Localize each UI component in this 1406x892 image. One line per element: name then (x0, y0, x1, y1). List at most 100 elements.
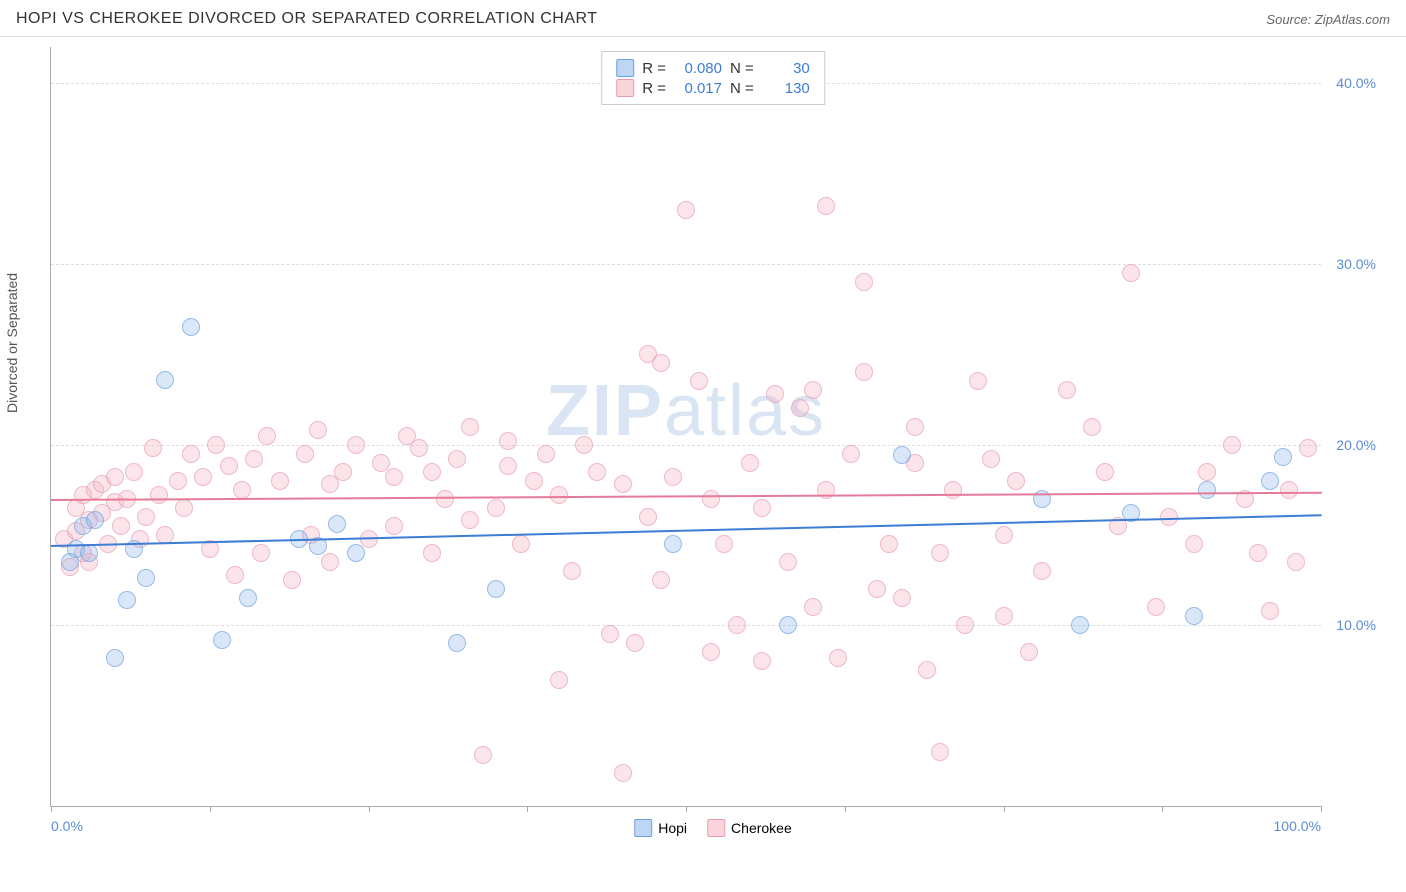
cherokee-point (1185, 535, 1203, 553)
cherokee-point (1020, 643, 1038, 661)
cherokee-point (1249, 544, 1267, 562)
cherokee-point (550, 671, 568, 689)
cherokee-point (652, 571, 670, 589)
cherokee-swatch-icon (707, 819, 725, 837)
x-tick-mark (51, 806, 52, 812)
cherokee-point (753, 652, 771, 670)
cherokee-point (1198, 463, 1216, 481)
y-tick-label: 30.0% (1326, 256, 1376, 272)
x-tick-mark (686, 806, 687, 812)
x-tick-label: 100.0% (1274, 818, 1321, 834)
cherokee-point (639, 508, 657, 526)
cherokee-point (791, 399, 809, 417)
cherokee-point (1007, 472, 1025, 490)
cherokee-point (499, 457, 517, 475)
hopi-point (1261, 472, 1279, 490)
cherokee-point (385, 517, 403, 535)
legend-item-cherokee: Cherokee (707, 819, 792, 837)
hopi-point (118, 591, 136, 609)
cherokee-point (563, 562, 581, 580)
cherokee-point (182, 445, 200, 463)
hopi-point (1198, 481, 1216, 499)
cherokee-point (766, 385, 784, 403)
cherokee-point (112, 517, 130, 535)
hopi-point (80, 544, 98, 562)
plot-area: ZIPatlas 10.0%20.0%30.0%40.0%0.0%100.0% (50, 47, 1321, 807)
gridline (51, 445, 1321, 446)
hopi-point (664, 535, 682, 553)
cherokee-point (347, 436, 365, 454)
hopi-point (137, 569, 155, 587)
cherokee-point (715, 535, 733, 553)
cherokee-point (125, 463, 143, 481)
cherokee-point (283, 571, 301, 589)
cherokee-point (1096, 463, 1114, 481)
cherokee-point (817, 197, 835, 215)
header-bar: HOPI VS CHEROKEE DIVORCED OR SEPARATED C… (0, 0, 1406, 37)
cherokee-point (1147, 598, 1165, 616)
legend-row-hopi: R = 0.080 N = 30 (616, 58, 810, 78)
cherokee-point (804, 598, 822, 616)
hopi-point (1071, 616, 1089, 634)
cherokee-point (226, 566, 244, 584)
cherokee-point (106, 468, 124, 486)
cherokee-point (652, 354, 670, 372)
cherokee-point (245, 450, 263, 468)
cherokee-point (144, 439, 162, 457)
cherokee-point (233, 481, 251, 499)
cherokee-point (982, 450, 1000, 468)
cherokee-point (220, 457, 238, 475)
cherokee-point (855, 363, 873, 381)
cherokee-point (448, 450, 466, 468)
hopi-point (106, 649, 124, 667)
cherokee-point (537, 445, 555, 463)
cherokee-point (321, 553, 339, 571)
cherokee-point (137, 508, 155, 526)
cherokee-point (1287, 553, 1305, 571)
cherokee-point (169, 472, 187, 490)
hopi-point (893, 446, 911, 464)
cherokee-point (728, 616, 746, 634)
cherokee-point (258, 427, 276, 445)
y-tick-label: 20.0% (1326, 437, 1376, 453)
cherokee-point (614, 764, 632, 782)
cherokee-point (906, 418, 924, 436)
cherokee-r-value: 0.017 (674, 80, 722, 97)
cherokee-point (944, 481, 962, 499)
hopi-point (1185, 607, 1203, 625)
cherokee-point (588, 463, 606, 481)
x-tick-mark (369, 806, 370, 812)
y-tick-label: 10.0% (1326, 617, 1376, 633)
hopi-n-value: 30 (762, 60, 810, 77)
series-legend: Hopi Cherokee (634, 819, 792, 837)
legend-item-hopi: Hopi (634, 819, 687, 837)
cherokee-point (296, 445, 314, 463)
cherokee-point (614, 475, 632, 493)
legend-row-cherokee: R = 0.017 N = 130 (616, 78, 810, 98)
cherokee-point (931, 743, 949, 761)
x-tick-label: 0.0% (51, 818, 83, 834)
cherokee-point (423, 544, 441, 562)
y-tick-label: 40.0% (1326, 75, 1376, 91)
cherokee-point (1122, 264, 1140, 282)
cherokee-point (474, 746, 492, 764)
hopi-point (239, 589, 257, 607)
cherokee-point (626, 634, 644, 652)
cherokee-point (1033, 562, 1051, 580)
cherokee-point (969, 372, 987, 390)
cherokee-point (855, 273, 873, 291)
hopi-point (448, 634, 466, 652)
cherokee-point (880, 535, 898, 553)
hopi-point (487, 580, 505, 598)
cherokee-point (753, 499, 771, 517)
x-tick-mark (210, 806, 211, 812)
cherokee-point (829, 649, 847, 667)
hopi-point (1274, 448, 1292, 466)
cherokee-point (1223, 436, 1241, 454)
hopi-point (328, 515, 346, 533)
cherokee-point (385, 468, 403, 486)
cherokee-point (931, 544, 949, 562)
cherokee-point (868, 580, 886, 598)
cherokee-point (271, 472, 289, 490)
cherokee-point (804, 381, 822, 399)
